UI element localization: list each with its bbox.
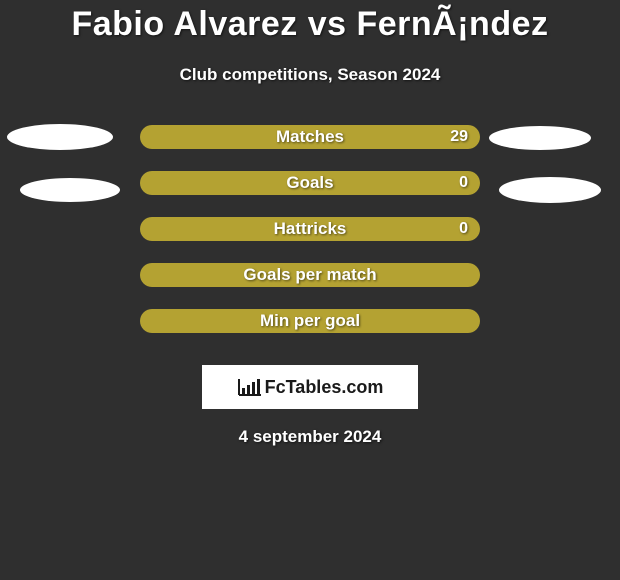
source-logo: FcTables.com <box>202 365 418 409</box>
stat-label: Min per goal <box>260 311 360 331</box>
decorative-oval <box>7 124 113 150</box>
snapshot-date: 4 september 2024 <box>0 427 620 447</box>
bar-chart-icon <box>237 377 263 397</box>
stat-label: Goals per match <box>243 265 376 285</box>
stat-label: Matches <box>276 127 344 147</box>
stat-bar: Hattricks 0 <box>140 217 480 241</box>
stat-label: Goals <box>286 173 333 193</box>
stat-value: 29 <box>450 128 468 146</box>
decorative-oval <box>20 178 120 202</box>
source-logo-text: FcTables.com <box>265 377 384 398</box>
stat-row: Min per goal <box>0 309 620 355</box>
stat-bar: Matches 29 <box>140 125 480 149</box>
stat-value: 0 <box>459 174 468 192</box>
comparison-subtitle: Club competitions, Season 2024 <box>0 65 620 85</box>
stat-bars-container: Matches 29 Goals 0 Hattricks 0 Goals per match… <box>0 125 620 355</box>
stat-value: 0 <box>459 220 468 238</box>
stat-row: Goals per match <box>0 263 620 309</box>
decorative-oval <box>499 177 601 203</box>
stat-row: Hattricks 0 <box>0 217 620 263</box>
stat-bar: Goals per match <box>140 263 480 287</box>
stat-label: Hattricks <box>274 219 347 239</box>
decorative-oval <box>489 126 591 150</box>
stat-bar: Goals 0 <box>140 171 480 195</box>
stat-bar: Min per goal <box>140 309 480 333</box>
comparison-title: Fabio Alvarez vs FernÃ¡ndez <box>0 0 620 43</box>
